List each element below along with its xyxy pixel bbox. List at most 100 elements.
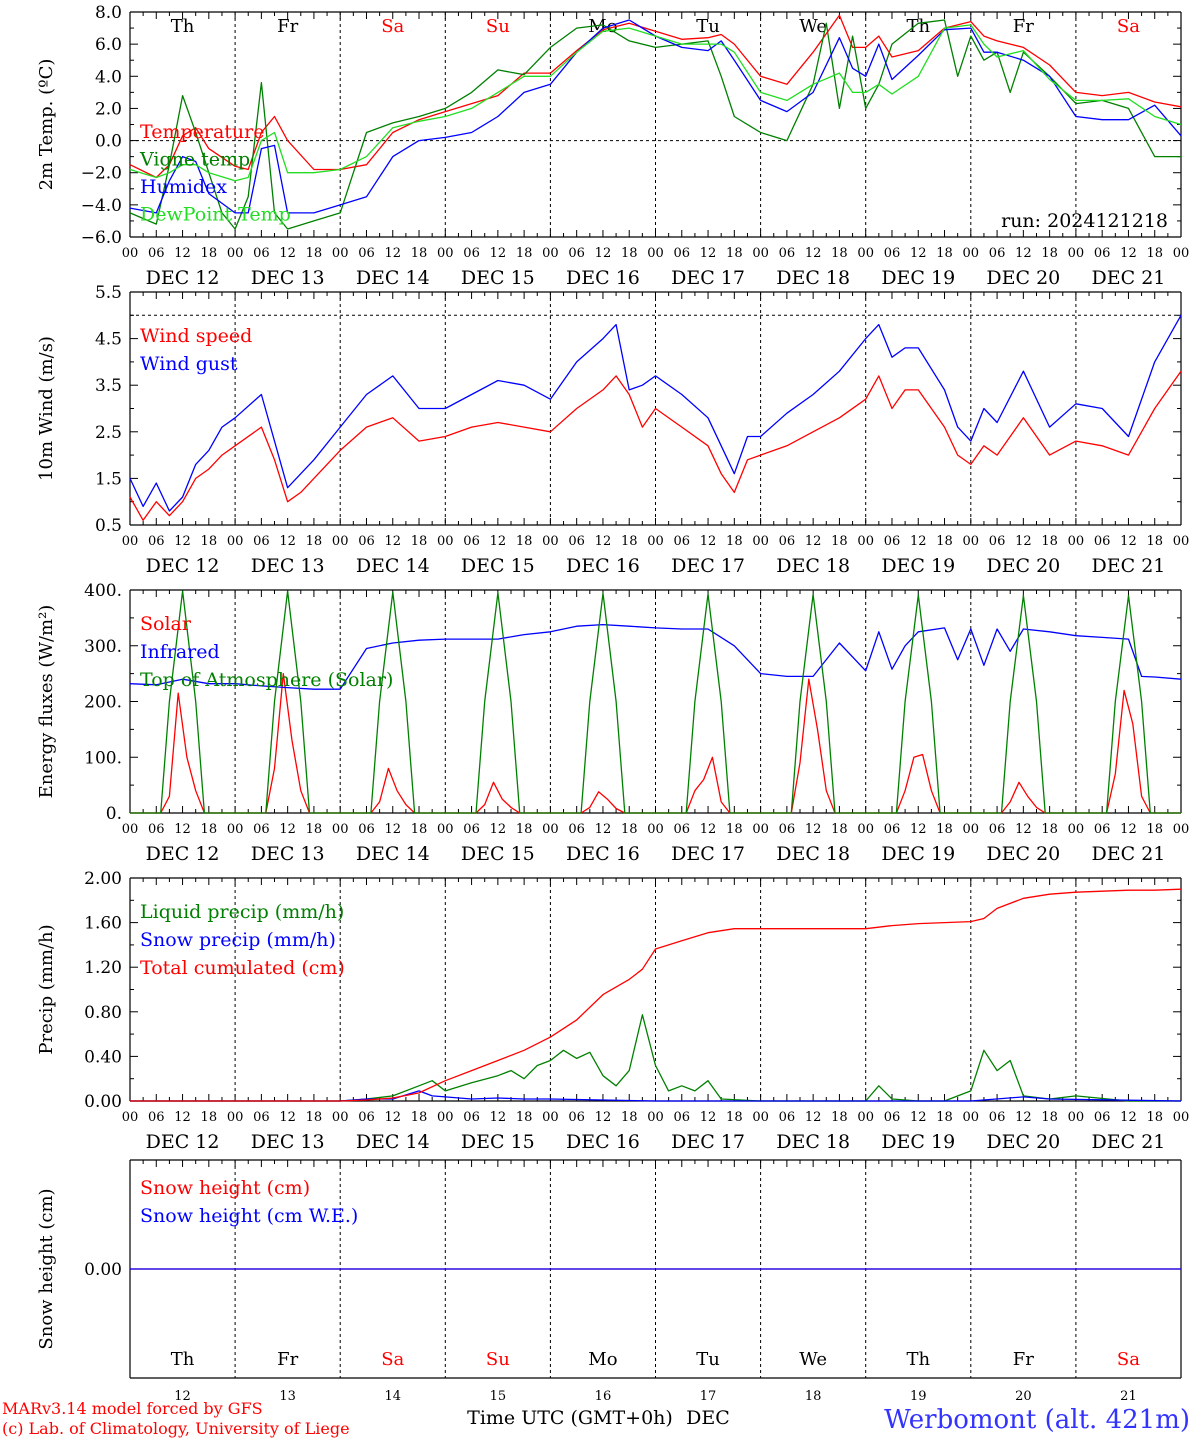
x-date-label: DEC 20 (986, 843, 1060, 865)
x-hour-label: 18 (516, 1110, 533, 1125)
x-hour-label: 12 (1120, 246, 1137, 261)
x-hour-label: 00 (227, 534, 244, 549)
x-hour-label: 18 (621, 534, 638, 549)
x-date-label: DEC 19 (881, 555, 955, 577)
x-hour-label: 00 (1068, 822, 1085, 837)
x-hour-label: 00 (857, 246, 874, 261)
x-hour-label: 00 (857, 534, 874, 549)
x-hour-label: 00 (227, 822, 244, 837)
x-hour-label: 00 (122, 246, 139, 261)
x-hour-label: 00 (1173, 534, 1190, 549)
weekday-label: Th (906, 1349, 930, 1370)
x-hour-label: 18 (201, 246, 218, 261)
legend-entry: Solar (140, 613, 192, 635)
series-line-wind-speed (129, 370, 1182, 521)
x-hour-label: 06 (779, 1110, 796, 1125)
x-hour-label: 06 (253, 822, 270, 837)
run-annotation: run: 2024121218 (1001, 210, 1168, 232)
x-hour-label: 06 (884, 1110, 901, 1125)
x-hour-label: 12 (1015, 246, 1032, 261)
weekday-label: Su (486, 1349, 510, 1370)
x-hour-label: 00 (963, 822, 980, 837)
x-hour-label: 00 (542, 822, 559, 837)
legend-entry: Vigne temp (139, 149, 250, 171)
x-hour-label: 12 (700, 822, 717, 837)
x-hour-label: 18 (936, 246, 953, 261)
x-hour-label: 06 (253, 534, 270, 549)
x-hour-label: 18 (306, 1110, 323, 1125)
x-date-label: DEC 18 (776, 1131, 850, 1153)
weekday-label: Th (906, 16, 930, 37)
y-axis-label: Energy fluxes (W/m²) (36, 605, 57, 799)
panel-4: 2.00 1.60 1.20 0.80 0.40 0.00 Precip (mm/h) 00 0… (36, 869, 1189, 1153)
x-hour-label: 12 (595, 1110, 612, 1125)
x-date-label: DEC 20 (986, 555, 1060, 577)
x-hour-label: 18 (831, 534, 848, 549)
y-axis-label: 10m Wind (m/s) (36, 336, 57, 481)
x-hour-label: 12 (174, 246, 191, 261)
x-hour-label: 06 (674, 822, 691, 837)
x-hour-label: 12 (1015, 1110, 1032, 1125)
y-tick-label: 0.0 (95, 132, 122, 152)
x-date-label: DEC 12 (146, 843, 220, 865)
y-tick-label: 3.5 (95, 376, 122, 396)
series-line-wind-gust (129, 314, 1182, 512)
y-tick-label: 8.0 (95, 3, 122, 23)
x-hour-label: 06 (358, 822, 375, 837)
x-hour-label: 18 (1041, 822, 1058, 837)
x-date-label: DEC 13 (251, 843, 325, 865)
x-date-label: DEC 14 (356, 1131, 430, 1153)
x-hour-label: 12 (700, 246, 717, 261)
legend-entry: Snow height (cm) (140, 1177, 310, 1199)
legend-entry: Top of Atmosphere (Solar) (140, 669, 393, 691)
x-date-label: DEC 16 (566, 267, 640, 289)
x-date-label: DEC 21 (1092, 555, 1166, 577)
series-line-temperature (129, 14, 1182, 179)
x-hour-label: 18 (621, 822, 638, 837)
x-hour-label: 06 (779, 246, 796, 261)
model-credit: MARv3.14 model forced by GFS (2, 1399, 263, 1418)
x-hour-label: 06 (148, 246, 165, 261)
x-hour-label: 06 (463, 822, 480, 837)
day-number-label: 20 (1015, 1389, 1032, 1404)
x-hour-label: 12 (1120, 822, 1137, 837)
panel-3: 400. 300. 200. 100. 0. Energy fluxes (W/m²) 00… (36, 581, 1189, 865)
x-hour-label: 06 (148, 534, 165, 549)
day-number-label: 18 (805, 1389, 822, 1404)
x-date-label: DEC 17 (671, 1131, 745, 1153)
x-date-label: DEC 17 (671, 555, 745, 577)
x-hour-label: 12 (490, 822, 507, 837)
x-hour-label: 18 (1041, 246, 1058, 261)
x-hour-label: 12 (805, 534, 822, 549)
x-date-label: DEC 13 (251, 1131, 325, 1153)
x-hour-label: 18 (1146, 534, 1163, 549)
x-hour-label: 12 (384, 1110, 401, 1125)
day-number-label: 19 (910, 1389, 927, 1404)
series-line-snow-precip-mm-h (130, 1090, 1182, 1102)
x-hour-label: 00 (752, 246, 769, 261)
y-tick-label: 6.0 (95, 35, 122, 55)
x-hour-label: 12 (490, 534, 507, 549)
x-date-label: DEC 15 (461, 555, 535, 577)
weekday-label: Fr (277, 16, 298, 37)
weekday-label: Sa (381, 1349, 404, 1370)
x-hour-label: 18 (411, 246, 428, 261)
x-hour-label: 00 (1068, 534, 1085, 549)
x-hour-label: 18 (201, 1110, 218, 1125)
y-tick-label: 4.0 (95, 67, 122, 87)
x-hour-label: 06 (148, 822, 165, 837)
x-hour-label: 00 (1173, 822, 1190, 837)
x-hour-label: 12 (595, 822, 612, 837)
x-hour-label: 06 (358, 534, 375, 549)
x-hour-label: 18 (831, 1110, 848, 1125)
x-hour-label: 18 (1146, 1110, 1163, 1125)
x-hour-label: 06 (674, 534, 691, 549)
x-hour-label: 06 (1094, 1110, 1111, 1125)
x-hour-label: 00 (647, 534, 664, 549)
x-date-label: DEC 21 (1092, 843, 1166, 865)
x-hour-label: 18 (201, 822, 218, 837)
panel-2: 5.5 4.5 3.5 2.5 1.5 0.5 10m Wind (m/s) 00 06 12 18… (36, 283, 1189, 577)
x-hour-label: 06 (674, 1110, 691, 1125)
x-hour-label: 18 (936, 534, 953, 549)
x-hour-label: 06 (779, 822, 796, 837)
